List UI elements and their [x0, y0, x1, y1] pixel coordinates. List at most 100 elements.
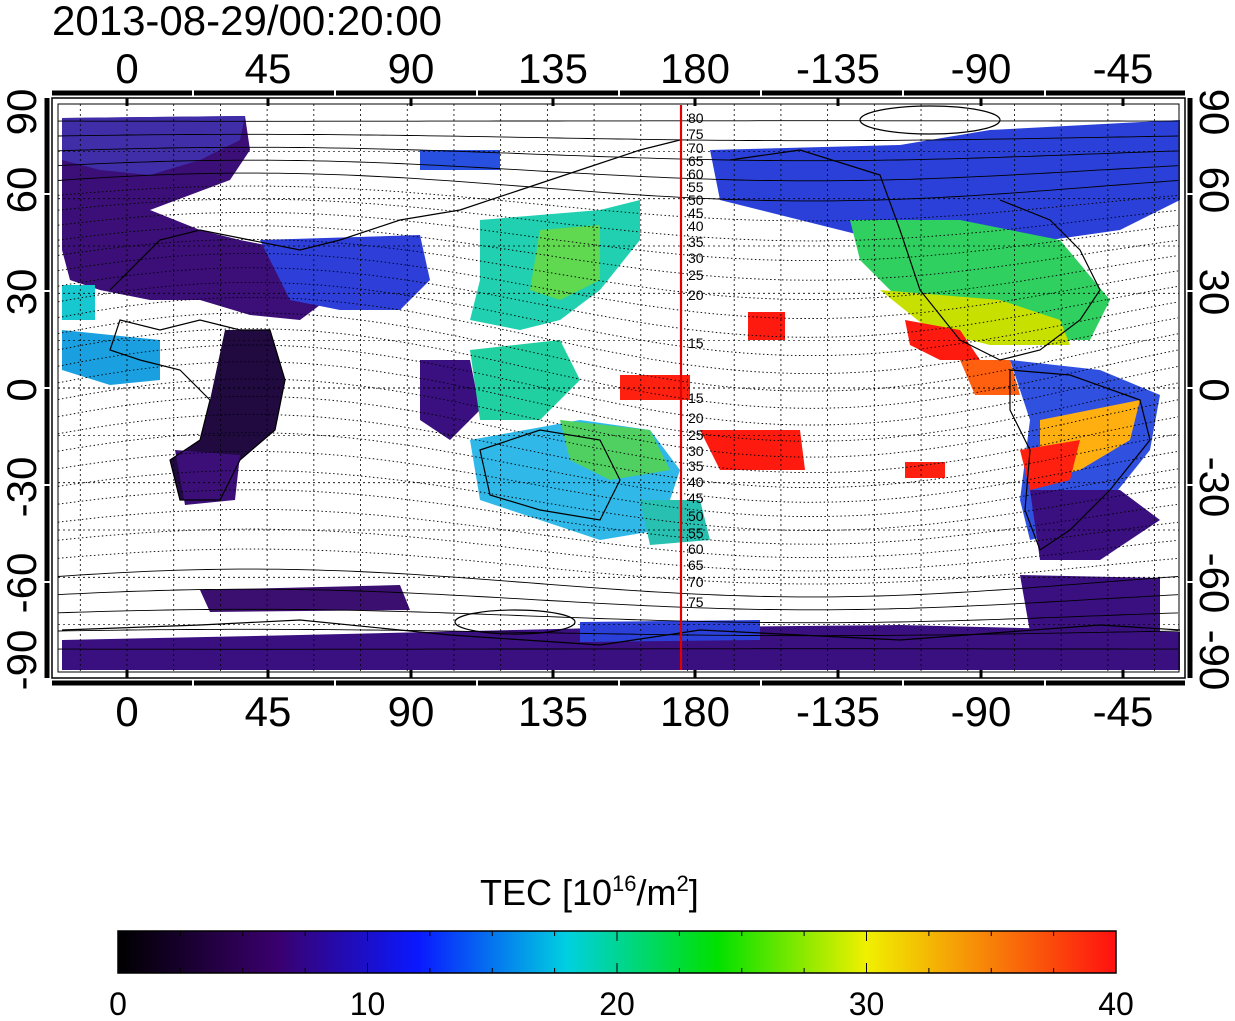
coastline-antarctica — [61, 619, 1181, 646]
contour-line — [57, 548, 1179, 585]
contour-line — [57, 413, 1179, 489]
tec-patch-usa — [850, 220, 1110, 340]
left-tick-labels: 90 60 30 0 -30 -60 -90 — [0, 89, 45, 691]
contour-label: 35 — [688, 458, 704, 474]
bottom-tick-label: 180 — [660, 688, 730, 735]
contour-label: 20 — [688, 287, 704, 303]
contour-labels: 8075706560555045403530252015152025303540… — [688, 110, 704, 610]
contour-label: 50 — [688, 508, 704, 524]
contour-line — [57, 267, 1179, 338]
bottom-tick-label: 45 — [245, 688, 292, 735]
axis-ticks — [44, 90, 1193, 686]
contour-line — [57, 185, 1179, 222]
top-tick-label: -45 — [1093, 45, 1154, 92]
colorbar-tick-label: 10 — [350, 986, 386, 1021]
colorbar-ticks — [117, 931, 1117, 973]
right-tick-label: 90 — [1191, 89, 1235, 136]
contour-line — [57, 508, 1179, 559]
contour-label: 45 — [688, 205, 704, 221]
contour-line — [57, 211, 1179, 262]
tec-patch-antarctic — [62, 625, 1180, 670]
tec-data-layer — [62, 116, 1180, 670]
contour-line — [57, 568, 1179, 598]
bottom-tick-label: -90 — [951, 688, 1012, 735]
tec-patch-usa-south — [880, 290, 1070, 345]
contour-line — [57, 451, 1179, 517]
tec-patch-central-america — [960, 360, 1020, 395]
tec-patch-antarctic-blue — [580, 620, 760, 642]
contour-line — [57, 253, 1179, 319]
contour-label: 30 — [688, 250, 704, 266]
contour-line — [57, 588, 1179, 611]
contour-line — [57, 133, 1179, 142]
contour-label: 70 — [688, 574, 704, 590]
contour-label: 15 — [688, 390, 704, 406]
contour-label: 40 — [688, 474, 704, 490]
left-tick-label: -90 — [0, 630, 45, 691]
left-tick-label: -30 — [0, 457, 45, 518]
tec-patch-sa-red — [1020, 440, 1080, 490]
top-tick-label: 45 — [245, 45, 292, 92]
tec-patch-africa-south — [175, 450, 240, 505]
colorbar-tick-label: 0 — [109, 986, 127, 1021]
colorbar-tick-label: 30 — [849, 986, 885, 1021]
coastline-eurasia — [109, 139, 681, 291]
contour-label: 25 — [688, 267, 704, 283]
tec-patch-pacific-red1 — [700, 430, 805, 470]
tec-patch-australia-east — [560, 420, 670, 480]
contour-label: 80 — [688, 110, 704, 126]
contour-label: 25 — [688, 427, 704, 443]
colorbar-tick-labels: 0 10 20 30 40 — [109, 986, 1134, 1021]
left-tick-label: 0 — [0, 378, 45, 401]
tec-patch-siberia — [420, 150, 500, 170]
tec-patch-atlantic — [62, 285, 95, 320]
left-tick-label: -60 — [0, 553, 45, 614]
contour-label: 60 — [688, 541, 704, 557]
tec-patch-pacific-red3 — [620, 375, 690, 400]
top-tick-label: 180 — [660, 45, 730, 92]
contour-line — [57, 281, 1179, 357]
contour-line — [57, 328, 1179, 409]
contour-line — [57, 296, 1179, 375]
timestamp-title: 2013-08-29/00:20:00 — [52, 0, 442, 44]
contour-label: 60 — [688, 166, 704, 182]
contour-line — [58, 648, 1178, 650]
top-tick-label: -135 — [796, 45, 880, 92]
left-tick-label: 60 — [0, 167, 45, 214]
colorbar-title: TEC [1016/m2] — [480, 871, 699, 913]
contour-label: 40 — [688, 218, 704, 234]
right-tick-label: -90 — [1191, 630, 1235, 691]
coastline-australia — [479, 429, 621, 521]
right-tick-labels: 90 60 30 0 -30 -60 -90 — [1191, 89, 1235, 691]
map-frame — [51, 97, 1186, 679]
contour-label: 30 — [688, 443, 704, 459]
top-tick-label: -90 — [951, 45, 1012, 92]
tec-patch-maritime — [470, 340, 580, 420]
tec-patch-pacific-red2 — [748, 312, 785, 340]
map-inner-frame — [57, 103, 1180, 673]
top-tick-label: 0 — [115, 45, 138, 92]
tec-patch-indonesia — [420, 360, 480, 440]
top-tick-labels: 0 45 90 135 180 -135 -90 -45 — [115, 45, 1153, 92]
coastline-europe-africa — [109, 319, 286, 501]
contour-label: 65 — [688, 557, 704, 573]
tec-patch-southern-ocean — [200, 585, 410, 612]
contour-label: 45 — [688, 490, 704, 506]
contour-line — [58, 120, 1178, 122]
contour-label: 75 — [688, 594, 704, 610]
left-tick-label: 30 — [0, 269, 45, 316]
bottom-tick-label: 0 — [115, 688, 138, 735]
contour-oval-north — [859, 105, 1001, 135]
tec-patch-europe-north — [62, 116, 245, 175]
contour-label: 70 — [688, 140, 704, 156]
colorbar-tick-label: 40 — [1098, 986, 1134, 1021]
right-tick-label: -60 — [1191, 553, 1235, 614]
bottom-tick-label: 90 — [388, 688, 435, 735]
tec-patch-pacific-red4 — [905, 462, 945, 478]
tec-patch-japan — [530, 225, 600, 300]
right-tick-label: 30 — [1191, 269, 1235, 316]
colorbar: TEC [1016/m2] 0 10 20 30 40 — [109, 871, 1134, 1021]
right-tick-label: -30 — [1191, 457, 1235, 518]
top-tick-label: 135 — [518, 45, 588, 92]
